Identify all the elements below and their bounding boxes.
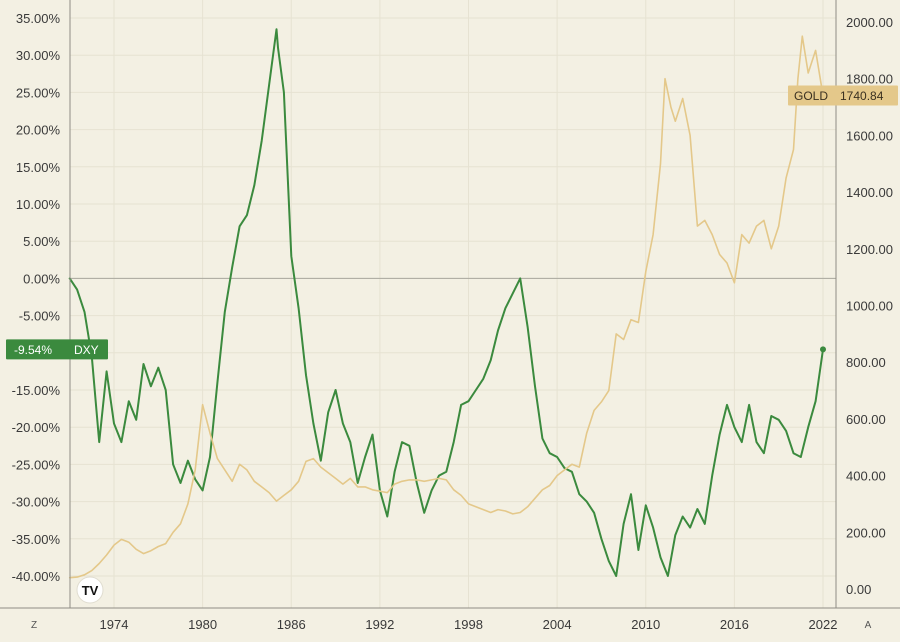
left-tick-label: -20.00% — [12, 420, 61, 435]
x-tick-label: 1986 — [277, 617, 306, 632]
left-tick-label: 15.00% — [16, 160, 61, 175]
left-tick-label: 10.00% — [16, 197, 61, 212]
tags-layer: -9.54% DXY GOLD 1740.84 — [6, 85, 898, 360]
series-layer — [68, 28, 826, 579]
gold-value-tag: GOLD 1740.84 — [788, 85, 898, 106]
tradingview-logo[interactable]: TV — [76, 576, 104, 604]
left-tick-label: -40.00% — [12, 569, 61, 584]
x-tick-label: 2022 — [809, 617, 838, 632]
right-tick-label: 1600.00 — [846, 128, 893, 143]
series-line-gold — [68, 35, 824, 579]
left-tick-label: 35.00% — [16, 11, 61, 26]
left-tick-label: 0.00% — [23, 271, 60, 286]
auto-scale-button[interactable]: A — [856, 614, 880, 634]
dxy-value-tag: -9.54% DXY — [6, 339, 108, 360]
x-tick-label: 2004 — [543, 617, 572, 632]
logo-text: TV — [82, 583, 99, 598]
right-tick-label: 2000.00 — [846, 15, 893, 30]
right-tick-label: 600.00 — [846, 412, 886, 427]
dxy-last-value: -9.54% — [14, 343, 52, 357]
left-tick-label: 25.00% — [16, 85, 61, 100]
left-tick-label: 30.00% — [16, 48, 61, 63]
gold-series-name: GOLD — [794, 89, 828, 103]
right-tick-label: 400.00 — [846, 469, 886, 484]
right-tick-label: 1800.00 — [846, 72, 893, 87]
x-tick-label: 2016 — [720, 617, 749, 632]
left-tick-label: -5.00% — [19, 309, 61, 324]
dxy-endpoint-marker — [820, 346, 826, 353]
x-tick-label: 2010 — [631, 617, 660, 632]
ui-layer: TV Z A — [22, 576, 880, 634]
x-tick-label: 1998 — [454, 617, 483, 632]
dxy-series-name: DXY — [74, 343, 99, 357]
series-line-dxy — [68, 28, 824, 577]
right-tick-label: 0.00 — [846, 582, 871, 597]
left-tick-label: -15.00% — [12, 383, 61, 398]
right-tick-label: 1200.00 — [846, 242, 893, 257]
left-tick-label: -25.00% — [12, 457, 61, 472]
zoom-button-label: Z — [31, 620, 37, 631]
x-tick-label: 1980 — [188, 617, 217, 632]
x-tick-label: 1974 — [100, 617, 129, 632]
x-tick-label: 1992 — [365, 617, 394, 632]
left-tick-label: 20.00% — [16, 123, 61, 138]
left-tick-label: -30.00% — [12, 495, 61, 510]
right-tick-label: 1000.00 — [846, 299, 893, 314]
right-tick-label: 200.00 — [846, 525, 886, 540]
gold-last-value: 1740.84 — [840, 89, 884, 103]
left-tick-label: -35.00% — [12, 532, 61, 547]
zoom-reset-button[interactable]: Z — [22, 614, 46, 634]
right-tick-label: 1400.00 — [846, 185, 893, 200]
left-tick-label: 5.00% — [23, 234, 60, 249]
right-tick-label: 800.00 — [846, 355, 886, 370]
auto-button-label: A — [865, 620, 872, 631]
